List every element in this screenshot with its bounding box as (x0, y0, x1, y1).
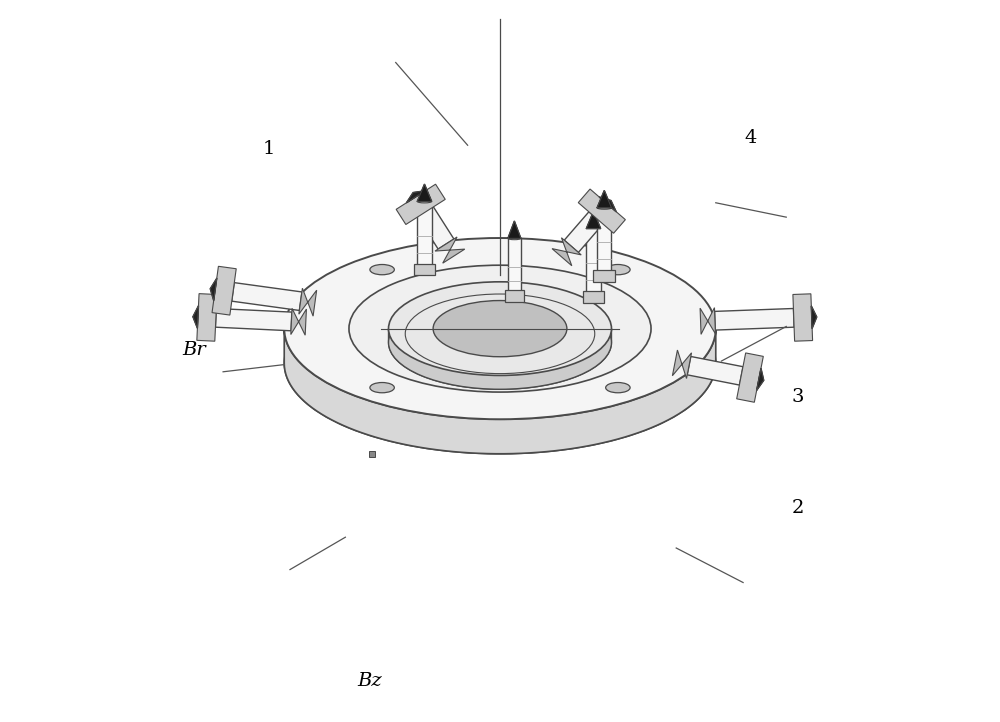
Text: 2: 2 (791, 500, 804, 518)
Text: 4: 4 (745, 129, 757, 147)
Polygon shape (197, 294, 217, 342)
Polygon shape (215, 308, 292, 331)
Text: 1: 1 (263, 140, 275, 158)
FancyBboxPatch shape (583, 291, 604, 303)
Ellipse shape (389, 295, 611, 389)
Polygon shape (599, 197, 616, 212)
Text: Br: Br (182, 342, 206, 360)
Polygon shape (349, 329, 651, 416)
Polygon shape (406, 191, 425, 203)
Ellipse shape (433, 300, 567, 357)
FancyBboxPatch shape (508, 238, 521, 296)
Ellipse shape (606, 264, 630, 275)
FancyBboxPatch shape (597, 208, 611, 276)
Polygon shape (396, 184, 445, 225)
Polygon shape (737, 353, 763, 402)
Polygon shape (564, 212, 603, 253)
Ellipse shape (370, 264, 394, 275)
FancyBboxPatch shape (417, 201, 432, 270)
Text: Bz: Bz (358, 672, 382, 690)
Polygon shape (435, 237, 465, 264)
Polygon shape (811, 306, 817, 329)
Polygon shape (578, 189, 625, 233)
Ellipse shape (586, 227, 601, 230)
FancyBboxPatch shape (505, 290, 524, 302)
Polygon shape (299, 288, 317, 316)
Polygon shape (418, 207, 454, 249)
Polygon shape (193, 306, 198, 329)
Polygon shape (793, 294, 813, 342)
Polygon shape (232, 282, 302, 310)
Polygon shape (687, 357, 743, 385)
Polygon shape (552, 238, 581, 266)
Polygon shape (672, 350, 692, 378)
Polygon shape (586, 212, 601, 229)
Polygon shape (212, 266, 236, 315)
Polygon shape (284, 329, 716, 453)
Polygon shape (597, 191, 611, 208)
Ellipse shape (508, 237, 521, 240)
Ellipse shape (284, 238, 716, 419)
Text: 3: 3 (791, 388, 804, 406)
Ellipse shape (349, 290, 651, 417)
FancyBboxPatch shape (414, 264, 435, 276)
Ellipse shape (284, 272, 716, 454)
Polygon shape (700, 308, 715, 334)
Ellipse shape (389, 282, 611, 375)
Ellipse shape (417, 200, 432, 203)
Polygon shape (389, 329, 611, 389)
Ellipse shape (606, 383, 630, 393)
Polygon shape (757, 368, 764, 391)
Ellipse shape (597, 206, 611, 209)
FancyBboxPatch shape (586, 229, 601, 297)
Ellipse shape (349, 265, 651, 392)
Polygon shape (417, 184, 432, 201)
Polygon shape (210, 279, 217, 300)
Polygon shape (715, 308, 794, 330)
FancyBboxPatch shape (593, 270, 615, 282)
Polygon shape (508, 221, 521, 238)
Ellipse shape (370, 383, 394, 393)
Polygon shape (291, 308, 306, 335)
